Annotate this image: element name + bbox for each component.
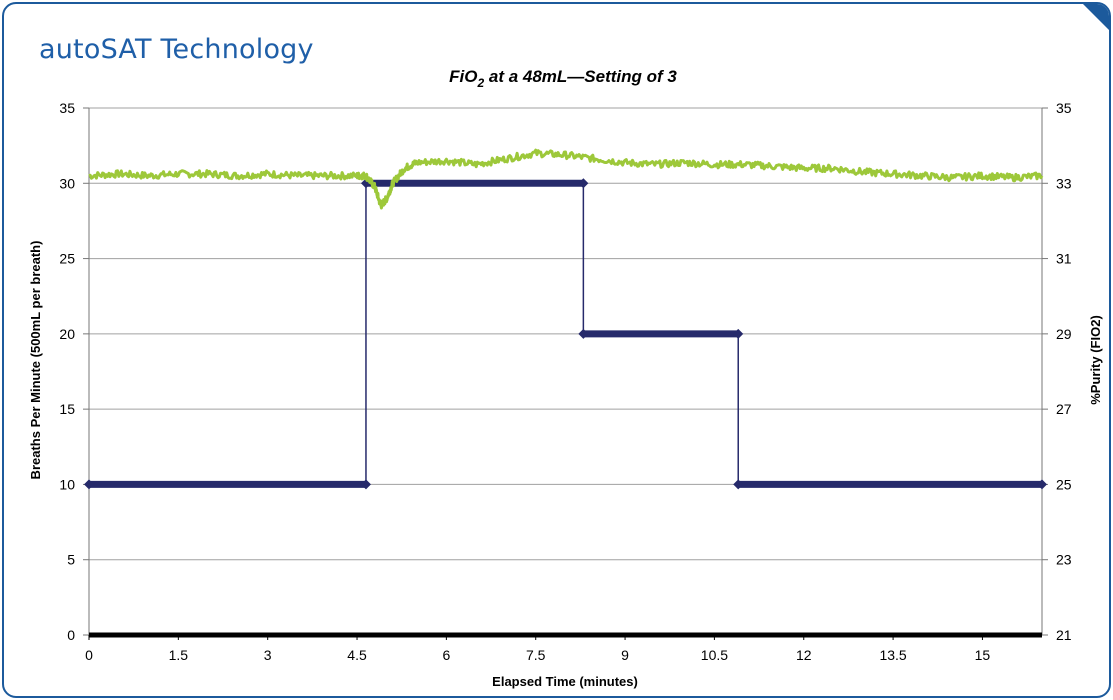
y-tick-label-3: 15 [59,401,75,417]
breaths-point-4 [578,328,589,339]
breaths-point-3 [578,178,589,189]
breaths-point-6 [733,479,744,490]
y-tick-label-5: 25 [59,251,75,267]
x-tick-label-0: 0 [85,647,93,663]
y2-tick-label-7: 35 [1056,100,1072,116]
y2-tick-label-0: 21 [1056,627,1072,643]
y-tick-label-2: 10 [59,476,75,492]
breaths-point-7 [1037,479,1047,490]
x-tick-label-5: 7.5 [526,647,546,663]
x-axis-title: Elapsed Time (minutes) [492,674,638,689]
x-tick-label-10: 15 [975,647,991,663]
x-tick-label-2: 3 [264,647,272,663]
x-tick-label-1: 1.5 [169,647,189,663]
y2-tick-label-2: 25 [1056,476,1072,492]
chart-title: FiO2 at a 48mL—Setting of 3 [449,67,677,90]
y-tick-label-1: 5 [67,552,75,568]
x-tick-label-4: 6 [442,647,450,663]
x-tick-label-3: 4.5 [347,647,367,663]
breaths-point-0 [84,479,94,490]
corner-accent [1083,4,1109,30]
y-tick-label-7: 35 [59,100,75,116]
breaths-point-1 [360,479,371,490]
breaths-series-line [89,182,1042,486]
tick-labels: 0 5 10 15 20 25 30 35 21 23 25 27 29 31 33 35 0 1.5 3 4.5 6 7… [59,100,1071,663]
grid-lines [89,107,1042,561]
y2-tick-label-3: 27 [1056,401,1072,417]
y-axis-title: Breaths Per Minute (500mL per breath) [28,241,43,480]
y2-tick-label-1: 23 [1056,552,1072,568]
x-tick-label-9: 13.5 [879,647,906,663]
y-tick-label-4: 20 [59,326,75,342]
fio2-series-line [88,148,1044,210]
breaths-point-5 [733,328,744,339]
brand-title: autoSAT Technology [39,34,314,65]
y-tick-label-6: 30 [59,175,75,191]
y2-tick-label-4: 29 [1056,326,1072,342]
series-group [84,148,1047,490]
x-tick-label-6: 9 [621,647,629,663]
y2-tick-label-6: 33 [1056,175,1072,191]
y-tick-label-0: 0 [67,627,75,643]
x-tick-label-7: 10.5 [701,647,728,663]
y2-axis-title: %Purity (FIO2) [1088,315,1103,405]
x-tick-label-8: 12 [796,647,812,663]
y2-tick-label-5: 31 [1056,251,1072,267]
